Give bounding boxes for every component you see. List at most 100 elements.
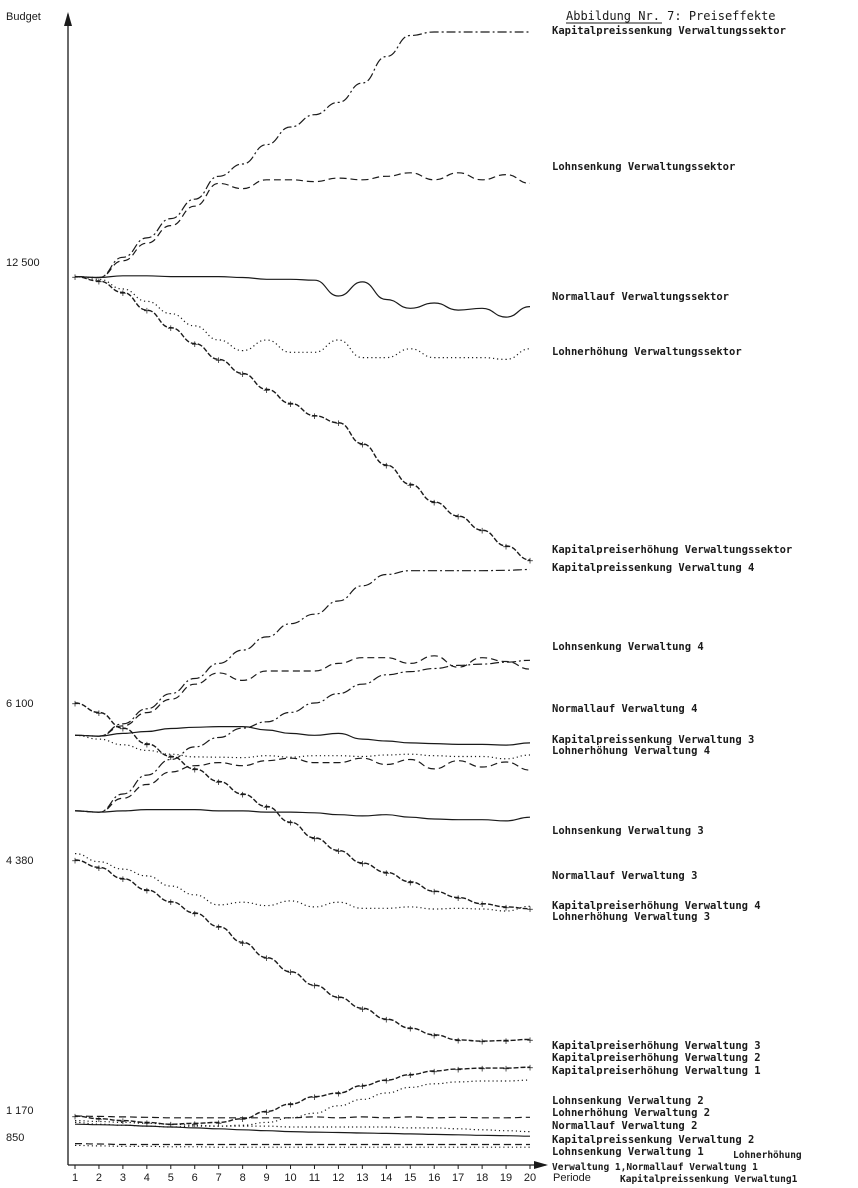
series-label: Lohnerhöhung Verwaltungssektor — [552, 346, 742, 358]
series-line — [74, 31, 530, 279]
x-tick-label: 8 — [240, 1172, 246, 1184]
series-line — [74, 1143, 530, 1146]
series-marker: + — [430, 498, 438, 508]
series-marker: + — [143, 740, 151, 750]
series-marker: + — [406, 1071, 414, 1081]
series-marker: + — [454, 1036, 462, 1046]
series-marker: + — [95, 1115, 103, 1125]
series-marker: + — [526, 557, 534, 567]
x-tick-label: 15 — [404, 1172, 416, 1184]
series-label: Lohnerhöhung Verwaltung 4 — [552, 745, 710, 757]
series-marker: + — [406, 1025, 414, 1035]
series-line — [74, 757, 531, 813]
x-tick-label: 6 — [192, 1172, 198, 1184]
series-label-extra: Verwaltung 1,Normallauf Verwaltung 1 — [552, 1162, 758, 1173]
series-marker: + — [239, 1115, 247, 1125]
x-tick-label: 11 — [309, 1172, 320, 1184]
chart-title: Abbildung Nr. 7: Preiseffekte — [566, 9, 776, 23]
series-label: Normallauf Verwaltung 4 — [552, 703, 697, 715]
series-label-extra: Kapitalpreissenkung Verwaltung1 — [620, 1174, 798, 1185]
series-label: Kapitalpreissenkung Verwaltung 2 — [552, 1134, 754, 1146]
series-label: Normallauf Verwaltungssektor — [552, 291, 729, 303]
series-marker: + — [143, 886, 151, 896]
series-line — [74, 702, 531, 910]
x-tick-label: 17 — [452, 1172, 464, 1184]
series-marker: + — [119, 289, 127, 299]
y-tick-label: 4 380 — [6, 855, 34, 867]
series-line — [74, 172, 531, 279]
series-label: Lohnsenkung Verwaltung 3 — [552, 825, 704, 837]
series-marker: + — [454, 1066, 462, 1076]
x-tick-label: 18 — [476, 1172, 488, 1184]
series-label: Normallauf Verwaltung 3 — [552, 870, 697, 882]
series-marker: + — [215, 1119, 223, 1129]
series-marker: + — [215, 356, 223, 366]
series-marker: + — [335, 994, 343, 1004]
y-axis-arrow — [64, 12, 72, 26]
series-marker: + — [287, 819, 295, 829]
x-tick-label: 10 — [284, 1172, 296, 1184]
series-marker: + — [406, 878, 414, 888]
series-marker: + — [502, 903, 510, 913]
series-marker: + — [71, 700, 79, 710]
series-marker: + — [143, 307, 151, 317]
series-marker: + — [478, 900, 486, 910]
series-marker: + — [119, 725, 127, 735]
series-marker: + — [359, 440, 367, 450]
series-label: Kapitalpreissenkung Verwaltung 4 — [552, 562, 754, 574]
series-label: Kapitalpreiserhöhung Verwaltung 2 — [552, 1052, 761, 1064]
series-marker: + — [167, 753, 175, 763]
series-marker: + — [383, 461, 391, 471]
series-marker: + — [215, 923, 223, 933]
series-marker: + — [191, 1120, 199, 1130]
series-line — [74, 1115, 531, 1119]
series-marker: + — [359, 1082, 367, 1092]
x-tick-label: 4 — [144, 1172, 150, 1184]
series-label: Kapitalpreiserhöhung Verwaltung 3 — [552, 1040, 761, 1052]
series-marker: + — [335, 419, 343, 429]
series-marker: + — [383, 1016, 391, 1026]
series-label: Kapitalpreissenkung Verwaltung 3 — [552, 734, 754, 746]
series-marker: + — [311, 1093, 319, 1103]
series-marker: + — [526, 905, 534, 915]
series-marker: + — [335, 847, 343, 857]
series-marker: + — [167, 898, 175, 908]
series-line — [74, 808, 531, 822]
series-marker: + — [191, 765, 199, 775]
series-marker: + — [311, 982, 319, 992]
series-marker: + — [502, 542, 510, 552]
series-marker: + — [287, 400, 295, 410]
x-tick-label: 7 — [216, 1172, 222, 1184]
x-tick-label: 5 — [168, 1172, 174, 1184]
series-marker: + — [191, 340, 199, 350]
series-marker: + — [478, 1038, 486, 1048]
series-marker: + — [239, 939, 247, 949]
y-tick-label: 12 500 — [6, 257, 40, 269]
series-label: Kapitalpreiserhöhung Verwaltungssektor — [552, 544, 792, 556]
series-line — [74, 1079, 531, 1128]
series-marker: + — [311, 834, 319, 844]
series-marker: + — [311, 412, 319, 422]
series-line — [74, 1123, 531, 1137]
series-marker: + — [526, 1064, 534, 1074]
series-label: Lohnerhöhung Verwaltung 3 — [552, 911, 710, 923]
series-marker: + — [191, 910, 199, 920]
y-tick-label: 6 100 — [6, 698, 34, 710]
series-label: Kapitalpreiserhöhung Verwaltung 1 — [552, 1065, 761, 1077]
series-marker: + — [167, 1121, 175, 1131]
series-line — [74, 275, 531, 561]
x-tick-label: 1 — [72, 1172, 78, 1184]
series-marker: + — [454, 513, 462, 523]
series-line — [74, 568, 531, 737]
series-marker: + — [478, 1065, 486, 1075]
series-marker: + — [215, 778, 223, 788]
series-line — [74, 734, 531, 760]
series-marker: + — [119, 1117, 127, 1127]
series-label: Lohnerhöhung Verwaltung 2 — [552, 1107, 710, 1119]
series-label: Lohnsenkung Verwaltung 4 — [552, 641, 704, 653]
series-marker: + — [287, 1101, 295, 1111]
series-marker: + — [263, 386, 271, 396]
series-marker: + — [359, 859, 367, 869]
series-line — [74, 655, 531, 737]
